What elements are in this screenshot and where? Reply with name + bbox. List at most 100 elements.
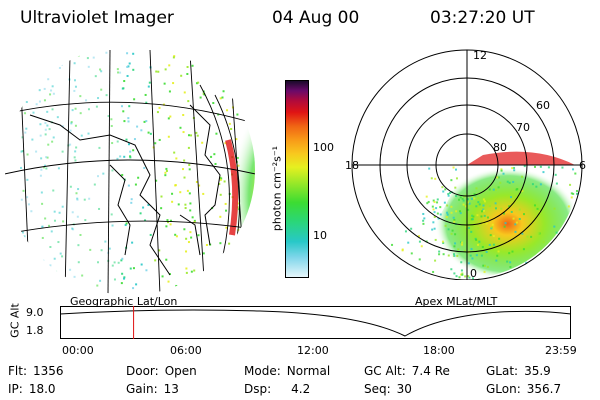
speckle-pixel <box>233 69 236 72</box>
speckle-pixel <box>533 165 536 168</box>
colorbar-tick-100: 100 <box>313 141 334 154</box>
speckle-pixel <box>161 275 164 278</box>
speckle-pixel <box>119 71 122 74</box>
speckle-pixel <box>463 195 466 198</box>
speckle-pixel <box>508 252 511 255</box>
speckle-pixel <box>496 254 499 257</box>
mlt-label-12: 12 <box>473 49 487 62</box>
speckle-pixel <box>425 240 428 243</box>
gain-label: Gain: <box>126 382 158 396</box>
speckle-pixel <box>450 211 453 214</box>
speckle-pixel <box>175 284 178 287</box>
speckle-pixel <box>172 82 175 85</box>
speckle-pixel <box>475 254 478 257</box>
speckle-pixel <box>454 242 457 245</box>
speckle-pixel <box>84 219 87 222</box>
speckle-pixel <box>36 51 39 54</box>
speckle-pixel <box>87 132 90 135</box>
speckle-pixel <box>483 200 486 203</box>
speckle-pixel <box>490 227 493 230</box>
dsp-label: Dsp: <box>244 382 272 396</box>
altitude-plot-frame <box>60 306 571 339</box>
speckle-pixel <box>37 55 40 58</box>
speckle-pixel <box>53 219 56 222</box>
speckle-pixel <box>480 201 483 204</box>
speckle-pixel <box>572 192 575 195</box>
speckle-pixel <box>467 275 470 278</box>
speckle-pixel <box>130 201 133 204</box>
speckle-pixel <box>69 185 72 188</box>
speckle-pixel <box>49 93 52 96</box>
speckle-pixel <box>391 243 394 246</box>
speckle-pixel <box>482 198 485 201</box>
speckle-pixel <box>446 213 449 216</box>
speckle-pixel <box>432 221 435 224</box>
speckle-pixel <box>410 252 413 255</box>
speckle-pixel <box>431 205 434 208</box>
speckle-pixel <box>438 250 441 253</box>
speckle-pixel <box>51 108 54 111</box>
speckle-pixel <box>25 249 28 252</box>
speckle-pixel <box>74 107 77 110</box>
speckle-pixel <box>77 188 80 191</box>
speckle-pixel <box>140 263 143 266</box>
speckle-pixel <box>239 53 242 56</box>
speckle-pixel <box>110 124 113 127</box>
speckle-pixel <box>498 237 501 240</box>
speckle-pixel <box>121 173 124 176</box>
speckle-pixel <box>123 277 126 280</box>
speckle-pixel <box>116 140 119 143</box>
speckle-pixel <box>158 249 161 252</box>
speckle-pixel <box>39 134 42 137</box>
speckle-pixel <box>122 110 125 113</box>
speckle-pixel <box>438 253 441 256</box>
speckle-pixel <box>73 62 76 65</box>
speckle-pixel <box>132 267 135 270</box>
gain-info: Gain: 13 <box>126 382 179 396</box>
glat-label: GLat: <box>486 364 519 378</box>
speckle-pixel <box>499 181 502 184</box>
mlt-label-18: 18 <box>345 159 359 172</box>
speckle-pixel <box>401 249 404 252</box>
speckle-pixel <box>73 89 76 92</box>
speckle-pixel <box>553 225 556 228</box>
speckle-pixel <box>83 198 86 201</box>
speckle-pixel <box>447 192 450 195</box>
speckle-pixel <box>127 117 130 120</box>
speckle-pixel <box>154 142 157 145</box>
speckle-pixel <box>233 87 236 90</box>
speckle-pixel <box>561 166 564 169</box>
speckle-pixel <box>500 207 503 210</box>
speckle-pixel <box>436 212 439 215</box>
speckle-pixel <box>461 272 464 275</box>
speckle-pixel <box>470 247 473 250</box>
speckle-pixel <box>120 282 123 285</box>
speckle-pixel <box>42 53 45 56</box>
speckle-pixel <box>481 245 484 248</box>
speckle-pixel <box>204 278 207 281</box>
speckle-pixel <box>51 85 54 88</box>
speckle-pixel <box>433 215 436 218</box>
speckle-pixel <box>124 224 127 227</box>
speckle-pixel <box>122 87 125 90</box>
speckle-pixel <box>459 196 462 199</box>
speckle-pixel <box>555 231 558 234</box>
speckle-pixel <box>93 183 96 186</box>
speckle-pixel <box>163 82 166 85</box>
dsp-value: 4.2 <box>291 382 311 396</box>
speckle-pixel <box>482 264 485 267</box>
speckle-pixel <box>36 76 39 79</box>
speckle-pixel <box>183 91 186 94</box>
speckle-pixel <box>439 213 442 216</box>
speckle-pixel <box>542 171 545 174</box>
speckle-pixel <box>232 241 235 244</box>
speckle-pixel <box>555 182 558 185</box>
speckle-pixel <box>129 267 132 270</box>
speckle-pixel <box>494 202 497 205</box>
speckle-pixel <box>511 167 514 170</box>
speckle-pixel <box>46 110 49 113</box>
speckle-pixel <box>128 62 131 65</box>
speckle-pixel <box>79 233 82 236</box>
speckle-pixel <box>131 241 134 244</box>
speckle-pixel <box>473 197 476 200</box>
